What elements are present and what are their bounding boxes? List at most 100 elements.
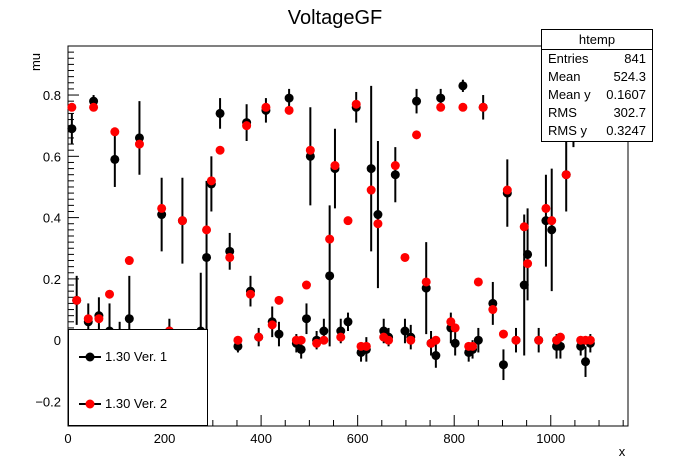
data-point-ver2	[473, 277, 483, 287]
data-point-ver2	[502, 185, 512, 195]
y-axis-label: mu	[28, 53, 43, 71]
legend: 1.30 Ver. 1 1.30 Ver. 2	[68, 329, 208, 426]
data-point-ver1	[110, 154, 120, 164]
data-point-ver1	[436, 93, 446, 103]
data-point-ver2	[261, 102, 271, 112]
legend-entry-ver2: 1.30 Ver. 2	[69, 394, 207, 414]
data-point-ver1	[67, 124, 77, 134]
data-point-ver2	[330, 161, 340, 171]
data-point-ver2	[534, 335, 544, 345]
data-point-ver2	[468, 341, 478, 351]
data-point-ver2	[561, 170, 571, 180]
x-tick-label: 0	[64, 431, 71, 446]
data-point-ver1	[274, 329, 284, 339]
series-ver2	[67, 96, 595, 351]
data-point-ver2	[555, 332, 565, 342]
stats-title: htemp	[542, 30, 652, 50]
data-point-ver2	[312, 338, 322, 348]
data-point-ver2	[267, 320, 277, 330]
data-point-ver2	[585, 335, 595, 345]
data-point-ver2	[390, 161, 400, 171]
data-point-ver2	[215, 145, 225, 155]
data-point-ver1	[473, 335, 483, 345]
data-point-ver2	[431, 335, 441, 345]
data-point-ver1	[284, 93, 294, 103]
data-point-ver2	[511, 335, 521, 345]
data-point-ver1	[373, 210, 383, 220]
legend-label-ver1: 1.30 Ver. 1	[105, 349, 168, 364]
y-tick-label: 0	[54, 333, 61, 348]
data-point-ver2	[83, 314, 93, 324]
data-point-ver2	[206, 176, 216, 186]
data-point-ver2	[478, 102, 488, 112]
data-point-ver2	[67, 102, 77, 112]
stats-row-entries: Entries 841	[548, 51, 646, 66]
data-point-ver2	[274, 295, 284, 305]
data-point-ver2	[450, 323, 460, 333]
legend-marker-ver2	[79, 399, 101, 409]
data-point-ver2	[498, 329, 508, 339]
data-point-ver2	[305, 145, 315, 155]
data-point-ver1	[581, 357, 591, 367]
data-point-ver1	[296, 344, 306, 354]
data-point-ver1	[343, 317, 353, 327]
stats-row-mean: Mean 524.3	[548, 69, 646, 84]
data-point-ver2	[254, 332, 264, 342]
stats-box: htemp Entries 841 Mean 524.3 Mean y 0.1607 …	[541, 29, 653, 142]
data-point-ver2	[458, 102, 468, 112]
data-point-ver2	[72, 295, 82, 305]
data-point-ver2	[301, 280, 311, 290]
chart-title: VoltageGF	[288, 7, 383, 29]
data-point-ver1	[215, 108, 225, 118]
data-point-ver1	[124, 314, 134, 324]
data-point-ver2	[436, 102, 446, 112]
x-tick-label: 200	[154, 431, 176, 446]
legend-marker-ver1	[79, 352, 101, 362]
x-tick-label: 800	[443, 431, 465, 446]
data-point-ver2	[523, 259, 533, 269]
legend-label-ver2: 1.30 Ver. 2	[105, 396, 168, 411]
data-point-ver1	[325, 271, 335, 281]
data-point-ver1	[458, 81, 468, 91]
data-point-ver2	[225, 252, 235, 262]
data-point-ver1	[547, 225, 557, 235]
data-point-ver1	[523, 249, 533, 259]
data-point-ver2	[519, 222, 529, 232]
legend-entry-ver1: 1.30 Ver. 1	[69, 347, 207, 367]
data-point-ver1	[390, 170, 400, 180]
x-axis-label: x	[619, 444, 626, 459]
y-tick-label: 0.6	[43, 149, 61, 164]
data-point-ver2	[488, 305, 498, 315]
data-point-ver2	[373, 219, 383, 229]
x-tick-label: 600	[347, 431, 369, 446]
data-point-ver1	[202, 252, 212, 262]
y-tick-label: 0.2	[43, 272, 61, 287]
data-point-ver1	[366, 164, 376, 174]
data-point-ver2	[541, 203, 551, 213]
data-point-ver2	[406, 335, 416, 345]
data-point-ver2	[361, 341, 371, 351]
y-tick-label: 0.4	[43, 211, 61, 226]
data-point-ver2	[384, 335, 394, 345]
data-point-ver2	[110, 127, 120, 137]
data-point-ver2	[284, 105, 294, 115]
data-point-ver1	[301, 314, 311, 324]
x-tick-label: 400	[250, 431, 272, 446]
data-point-ver2	[547, 216, 557, 226]
data-point-ver2	[242, 121, 252, 131]
data-point-ver1	[400, 326, 410, 336]
data-point-ver1	[519, 280, 529, 290]
data-point-ver1	[431, 351, 441, 361]
data-point-ver1	[498, 360, 508, 370]
data-point-ver2	[177, 216, 187, 226]
data-point-ver2	[351, 99, 361, 109]
stats-row-rms: RMS 302.7	[548, 105, 646, 120]
data-point-ver2	[89, 102, 99, 112]
data-point-ver2	[157, 203, 167, 213]
data-point-ver1	[412, 96, 422, 106]
data-point-ver2	[412, 130, 422, 140]
data-point-ver2	[245, 289, 255, 299]
data-point-ver2	[233, 335, 243, 345]
data-point-ver2	[134, 139, 144, 149]
